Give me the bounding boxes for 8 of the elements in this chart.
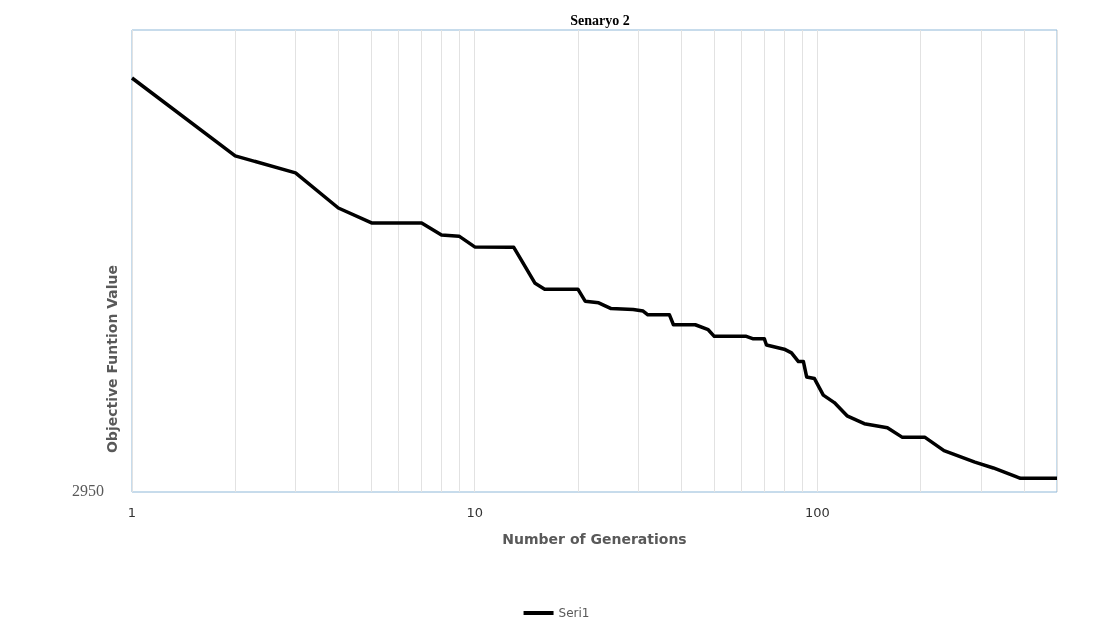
x-tick-label: 10 (466, 505, 483, 520)
x-axis-title: Number of Generations (502, 531, 687, 547)
y-axis-title: Objective Funtion Value (104, 265, 120, 454)
x-tick-label: 1 (127, 505, 137, 520)
chart-title: Senaryo 2 (570, 12, 630, 28)
x-tick-label: 100 (805, 505, 830, 520)
legend-label: Seri1 (558, 606, 590, 620)
text: 2950 (72, 481, 104, 499)
